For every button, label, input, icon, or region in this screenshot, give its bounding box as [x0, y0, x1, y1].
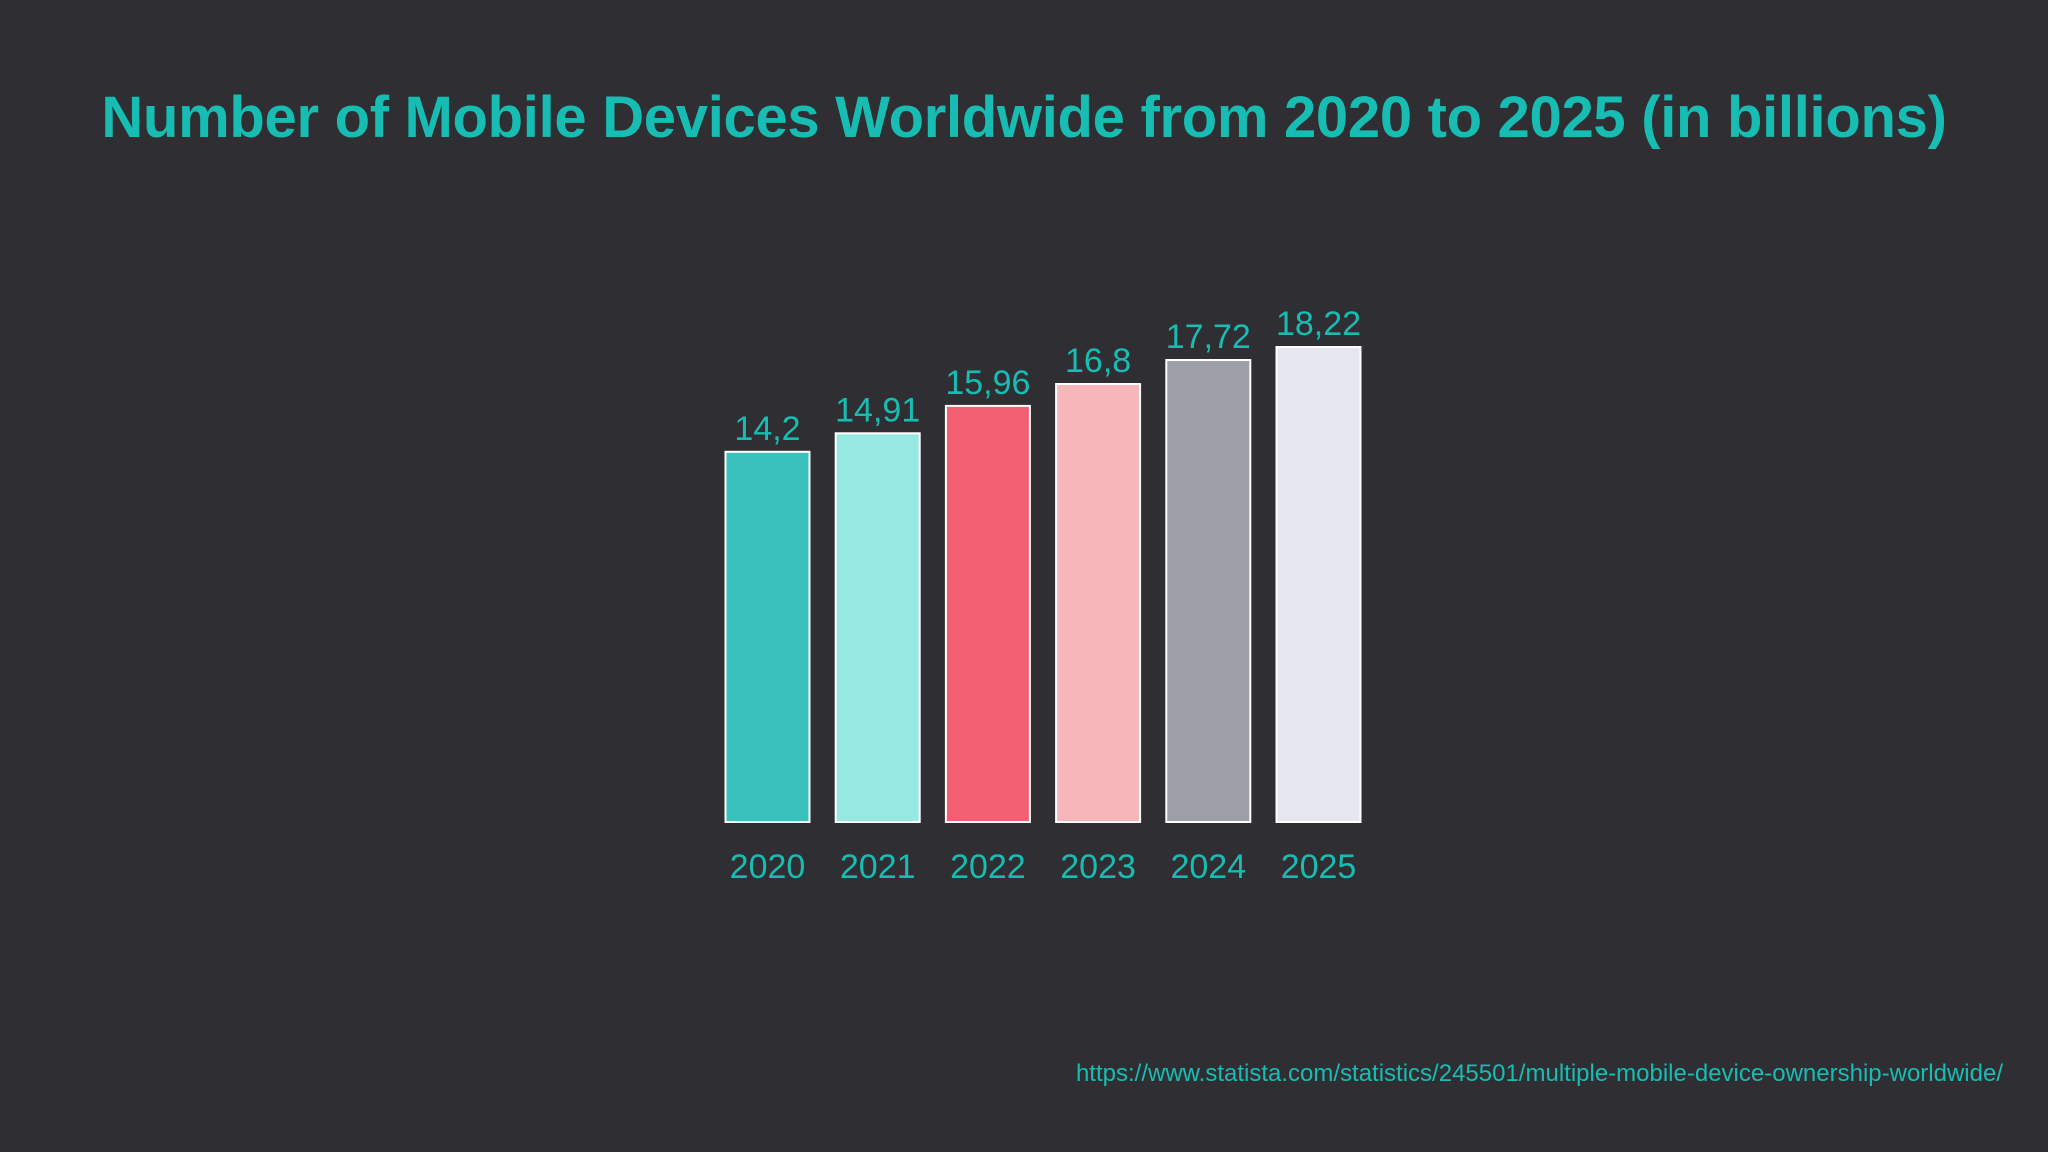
value-label-2022: 15,96 [945, 364, 1030, 402]
chart-title: Number of Mobile Devices Worldwide from … [101, 85, 1947, 150]
value-label-2021: 14,91 [835, 391, 920, 429]
bar-2022 [944, 404, 1031, 823]
bar-2024 [1165, 359, 1252, 823]
x-tick-label-2021: 2021 [840, 848, 916, 886]
bar-2025 [1275, 346, 1362, 823]
bar-2020 [724, 450, 811, 823]
value-label-2020: 14,2 [734, 410, 800, 448]
value-labels-group: 14,2 14,91 15,96 16,8 17,72 18,22 [734, 305, 1361, 448]
value-label-2023: 16,8 [1065, 342, 1131, 380]
x-tick-labels-group: 2020 2021 2022 2023 2024 2025 [730, 848, 1357, 886]
x-tick-label-2023: 2023 [1060, 848, 1136, 886]
x-tick-label-2022: 2022 [950, 848, 1026, 886]
bars-group [724, 346, 1362, 823]
x-tick-label-2025: 2025 [1281, 848, 1357, 886]
bar-2023 [1055, 383, 1142, 823]
x-tick-label-2020: 2020 [730, 848, 806, 886]
value-label-2025: 18,22 [1276, 305, 1361, 343]
source-link[interactable]: https://www.statista.com/statistics/2455… [1075, 1060, 2003, 1087]
x-tick-label-2024: 2024 [1170, 848, 1246, 886]
bar-2021 [834, 432, 921, 823]
value-label-2024: 17,72 [1166, 318, 1251, 356]
